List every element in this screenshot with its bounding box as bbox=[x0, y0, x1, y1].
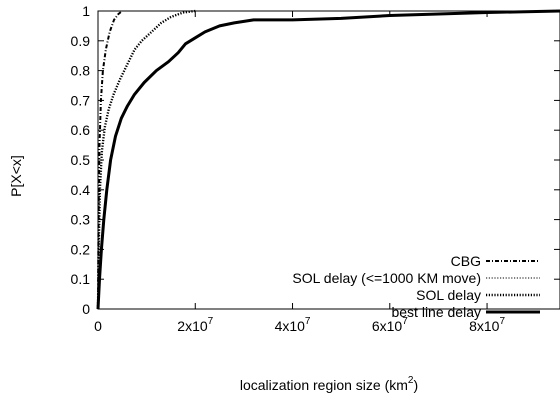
x-tick-label-exponent: 7 bbox=[499, 316, 505, 327]
y-tick-label: 0.3 bbox=[71, 212, 91, 228]
y-tick-label: 0.8 bbox=[71, 63, 91, 79]
x-axis-label: localization region size (km2) bbox=[240, 375, 418, 393]
y-tick-label: 0.5 bbox=[71, 152, 91, 168]
x-tick-label-exponent: 7 bbox=[402, 316, 408, 327]
series-line-3 bbox=[96, 9, 560, 310]
x-tick-label-base: 6x10 bbox=[372, 318, 403, 334]
axes: 00.10.20.30.40.50.60.70.80.910 2x107 4x107… bbox=[71, 3, 560, 334]
series-line-1 bbox=[97, 10, 225, 310]
x-tick-label: 8x107 bbox=[469, 316, 505, 334]
y-tick-label: 0.4 bbox=[71, 182, 91, 198]
x-axis-label-superscript: 2 bbox=[408, 375, 414, 386]
y-tick-label: 0.6 bbox=[71, 122, 91, 138]
x-tick-label: 0 bbox=[94, 318, 102, 334]
legend-label: CBG bbox=[451, 253, 481, 269]
x-tick-label-exponent: 7 bbox=[208, 316, 214, 327]
x-axis-label-main: localization region size (km bbox=[240, 377, 408, 393]
x-tick-label-base: 0 bbox=[94, 318, 102, 334]
y-tick-label: 0.9 bbox=[71, 33, 91, 49]
x-tick-label-base: 4x10 bbox=[275, 318, 306, 334]
series-layer bbox=[96, 9, 560, 310]
y-tick-label: 0.7 bbox=[71, 92, 91, 108]
y-tick-label: 1 bbox=[82, 3, 90, 19]
x-axis-label-suffix: ) bbox=[413, 377, 418, 393]
plot-frame bbox=[97, 10, 560, 310]
y-tick-label: 0 bbox=[82, 301, 90, 317]
x-tick-label-base: 8x10 bbox=[469, 318, 500, 334]
legend-label: best line delay bbox=[391, 304, 481, 320]
legend-label: SOL delay bbox=[416, 287, 481, 303]
y-axis-label: P[X<x] bbox=[8, 155, 24, 197]
x-tick-label: 2x107 bbox=[177, 316, 213, 334]
legend-label: SOL delay (<=1000 KM move) bbox=[292, 270, 481, 286]
y-tick-label: 0.1 bbox=[71, 271, 91, 287]
x-tick-label-base: 2x10 bbox=[177, 318, 208, 334]
x-tick-label: 6x107 bbox=[372, 316, 408, 334]
x-tick-label-exponent: 7 bbox=[305, 316, 311, 327]
x-tick-label: 4x107 bbox=[275, 316, 311, 334]
y-tick-label: 0.2 bbox=[71, 241, 91, 257]
series-line-2 bbox=[96, 9, 196, 310]
series-line-0 bbox=[97, 10, 123, 310]
